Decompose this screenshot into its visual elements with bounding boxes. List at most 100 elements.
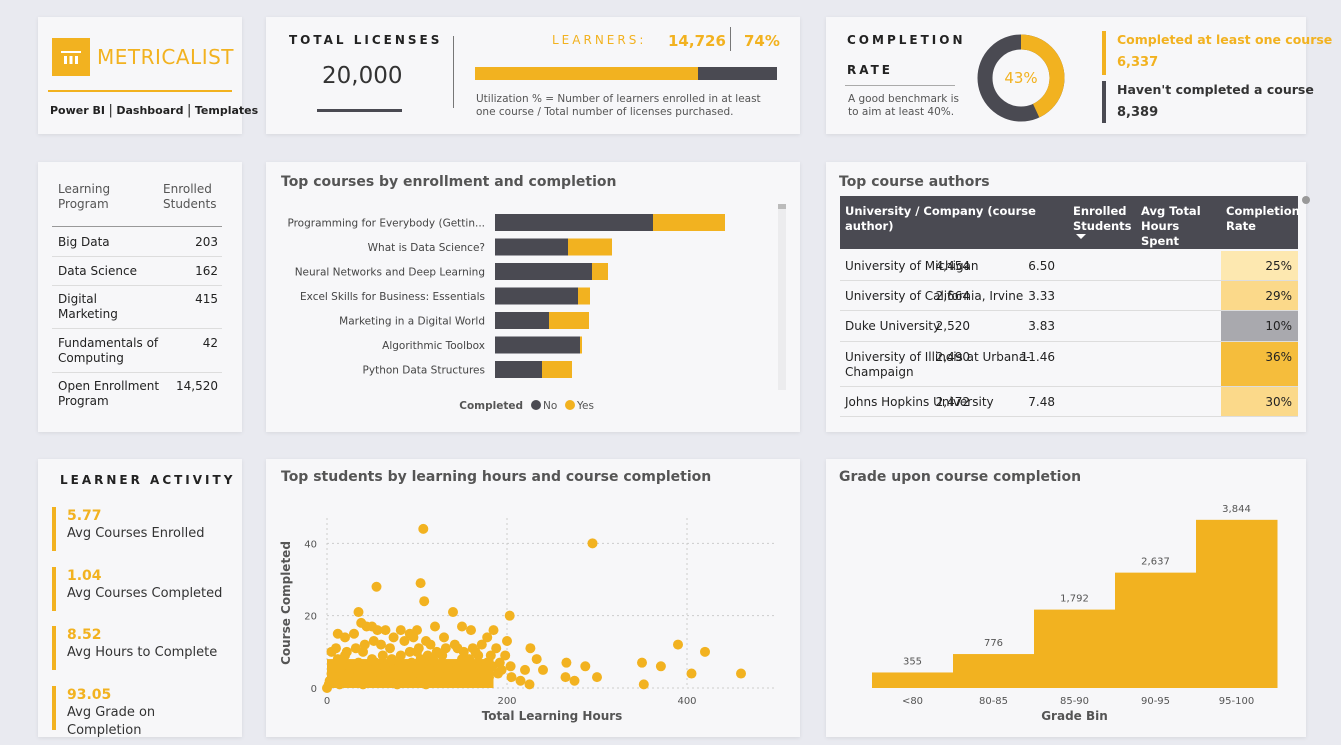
col-hours[interactable]: Avg Total Hours Spent (1141, 204, 1201, 248)
scatter-point[interactable] (496, 664, 507, 675)
scatter-point[interactable] (460, 661, 471, 672)
scatter-point[interactable] (467, 643, 478, 654)
scatter-point[interactable] (449, 639, 460, 650)
author-row[interactable]: University of Illinois at Urbana-Champai… (840, 342, 1298, 387)
scatter-point[interactable] (326, 646, 337, 657)
course-bar-no[interactable] (495, 263, 592, 280)
scatter-point[interactable] (368, 635, 379, 646)
course-bar-yes[interactable] (592, 263, 608, 280)
scatter-point[interactable] (466, 625, 476, 636)
scatter-point[interactable] (372, 625, 383, 636)
scatter-point[interactable] (395, 625, 406, 636)
scatter-point[interactable] (415, 654, 426, 665)
scatter-point[interactable] (478, 664, 489, 675)
scatter-point[interactable] (504, 610, 515, 621)
scatter-point[interactable] (488, 625, 499, 636)
course-bar-yes[interactable] (568, 238, 612, 256)
scatter-point[interactable] (350, 643, 361, 654)
author-row[interactable]: Duke University 2,520 3.83 10% (840, 311, 1298, 342)
program-row[interactable]: Fundamentals of Computing 42 (58, 336, 218, 366)
scatter-point[interactable] (433, 668, 444, 679)
scatter-point[interactable] (451, 664, 462, 675)
scatter-point[interactable] (506, 672, 517, 683)
scatter-point[interactable] (341, 646, 352, 657)
course-bar-yes[interactable] (580, 336, 582, 354)
scatter-point[interactable] (476, 639, 487, 650)
scatter-point[interactable] (408, 632, 419, 643)
scatter-point[interactable] (365, 672, 376, 683)
scatter-point[interactable] (538, 664, 548, 675)
scatter-point[interactable] (359, 639, 370, 650)
scatter-point[interactable] (397, 661, 408, 672)
course-bar-no[interactable] (495, 238, 568, 256)
scatter-point[interactable] (392, 679, 403, 690)
scatter-point[interactable] (439, 632, 449, 643)
nav-templates[interactable]: Templates (194, 104, 259, 117)
scatter-point[interactable] (458, 646, 469, 657)
scatter-point[interactable] (406, 657, 417, 668)
col-author[interactable]: University / Company (course author) (845, 204, 1036, 233)
course-bar-no[interactable] (495, 312, 549, 329)
scatter-point[interactable] (415, 578, 426, 589)
scatter-point[interactable] (340, 632, 350, 643)
scatter-point[interactable] (515, 675, 526, 686)
scatter-point[interactable] (461, 672, 472, 683)
course-bar-yes[interactable] (578, 287, 590, 305)
scatter-point[interactable] (377, 650, 388, 661)
author-row[interactable]: University of Michigan 4,454 6.50 25% (840, 251, 1298, 281)
scatter-point[interactable] (686, 668, 697, 679)
scatter-point[interactable] (638, 679, 649, 690)
col-students[interactable]: Enrolled Students (1073, 204, 1132, 233)
scatter-point[interactable] (448, 607, 458, 618)
grade-bar[interactable] (1196, 519, 1278, 688)
scatter-point[interactable] (531, 654, 542, 665)
course-bar-no[interactable] (495, 214, 653, 231)
scatter-point[interactable] (500, 650, 511, 661)
nav-power-bi[interactable]: Power BI (50, 104, 105, 117)
scatter-point[interactable] (569, 675, 580, 686)
sort-desc-icon[interactable] (1076, 234, 1086, 239)
scatter-point[interactable] (592, 672, 602, 683)
scatter-point[interactable] (334, 679, 345, 690)
courses-scrollbar[interactable] (778, 204, 786, 390)
scatter-point[interactable] (418, 523, 429, 534)
scatter-point[interactable] (349, 628, 359, 639)
scatter-point[interactable] (560, 672, 571, 683)
grade-bar[interactable] (872, 672, 954, 688)
author-row[interactable]: Johns Hopkins University 2,472 7.48 30% (840, 387, 1298, 417)
scatter-point[interactable] (505, 661, 516, 672)
scatter-point[interactable] (328, 672, 339, 683)
grade-bar[interactable] (1115, 572, 1197, 688)
grade-bar[interactable] (1034, 609, 1116, 688)
scatter-point[interactable] (388, 664, 399, 675)
scatter-point[interactable] (370, 657, 381, 668)
scatter-point[interactable] (442, 661, 453, 672)
scatter-point[interactable] (425, 639, 436, 650)
scatter-point[interactable] (736, 668, 746, 679)
scatter-point[interactable] (358, 679, 368, 690)
scatter-point[interactable] (431, 646, 442, 657)
grade-bar[interactable] (953, 654, 1035, 688)
course-bar-no[interactable] (495, 361, 542, 378)
scatter-point[interactable] (404, 646, 415, 657)
scatter-point[interactable] (416, 672, 427, 683)
scatter-point[interactable] (419, 596, 430, 607)
course-bar-no[interactable] (495, 287, 578, 305)
scatter-point[interactable] (371, 581, 382, 592)
scatter-point[interactable] (379, 661, 390, 672)
scatter-point[interactable] (479, 675, 490, 686)
scatter-point[interactable] (386, 654, 397, 665)
scatter-point[interactable] (443, 672, 454, 683)
scatter-point[interactable] (332, 654, 343, 665)
scatter-point[interactable] (655, 661, 666, 672)
program-row[interactable]: Big Data 203 (58, 235, 218, 249)
scatter-point[interactable] (482, 632, 493, 643)
scatter-point[interactable] (520, 664, 530, 675)
scatter-point[interactable] (673, 639, 683, 650)
scatter-point[interactable] (353, 607, 364, 618)
scatter-point[interactable] (399, 635, 410, 646)
scatter-point[interactable] (502, 635, 512, 646)
scatter-point[interactable] (424, 664, 435, 675)
program-row[interactable]: Digital Marketing 415 (58, 292, 218, 322)
scatter-point[interactable] (580, 661, 591, 672)
